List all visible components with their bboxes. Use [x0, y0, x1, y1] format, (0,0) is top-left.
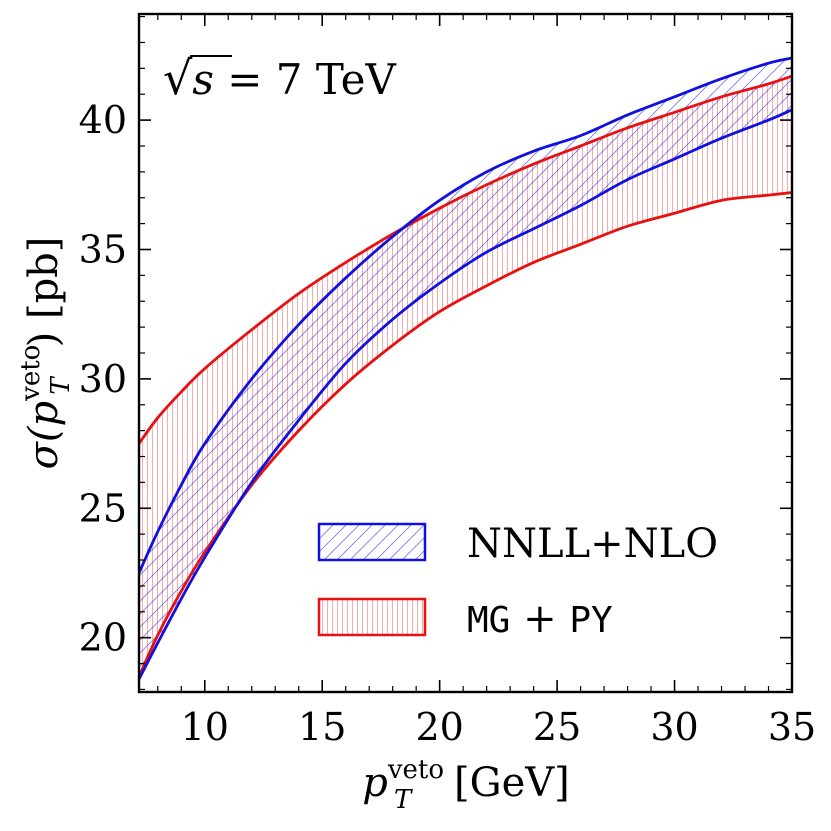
band-upper-mg — [139, 74, 792, 445]
energy-value: = 7 TeV — [214, 55, 397, 104]
x-label-main: p — [362, 760, 388, 806]
energy-variable: s — [192, 55, 214, 104]
sqrt-symbol: √ — [163, 51, 193, 105]
band-upper-nnll — [139, 56, 792, 574]
legend: NNLL+NLO MG + PY — [317, 521, 718, 642]
x-tick-label: 35 — [768, 705, 816, 749]
axis-ticks: 10 15 20 25 30 35 20 25 30 35 40 — [79, 14, 816, 749]
y-label-unit: ) [pb] — [21, 237, 67, 348]
legend-swatch-mg — [317, 597, 427, 637]
band-fill-mg — [139, 76, 792, 677]
y-axis-label: σ(pvetoT ) [pb] — [16, 237, 76, 470]
x-tick-label: 10 — [181, 705, 229, 749]
legend-label-mg: MG + PY — [467, 596, 613, 642]
x-tick-label: 20 — [415, 705, 463, 749]
band-lower-nnll — [139, 108, 792, 680]
energy-annotation: √s = 7 TeV — [163, 51, 396, 105]
band-fill-nnll — [139, 57, 792, 680]
y-tick-label: 25 — [79, 486, 127, 530]
x-tick-label: 25 — [533, 705, 581, 749]
y-tick-label: 20 — [79, 616, 127, 660]
x-axis-label: pveto T [GeV] — [362, 755, 570, 815]
x-label-sup: veto — [387, 755, 444, 785]
legend-plus-part: + — [510, 596, 569, 642]
y-label-sub: T — [46, 376, 76, 395]
x-label-sub: T — [394, 785, 413, 815]
band-lower-mg — [139, 191, 792, 678]
y-label-sup: veto — [16, 345, 46, 402]
x-tick-label: 15 — [298, 705, 346, 749]
y-tick-label: 35 — [79, 227, 127, 271]
legend-label-nnll: NNLL+NLO — [467, 521, 718, 567]
x-label-unit: [GeV] — [441, 760, 569, 806]
legend-swatch-nnll — [317, 522, 427, 562]
y-label-main: σ(p — [21, 401, 67, 470]
y-tick-label: 40 — [79, 98, 127, 142]
legend-mg-part: MG — [467, 600, 510, 641]
x-tick-label: 30 — [650, 705, 698, 749]
legend-py-part: PY — [569, 600, 613, 641]
y-tick-label: 30 — [79, 357, 127, 401]
data-area — [139, 56, 792, 680]
